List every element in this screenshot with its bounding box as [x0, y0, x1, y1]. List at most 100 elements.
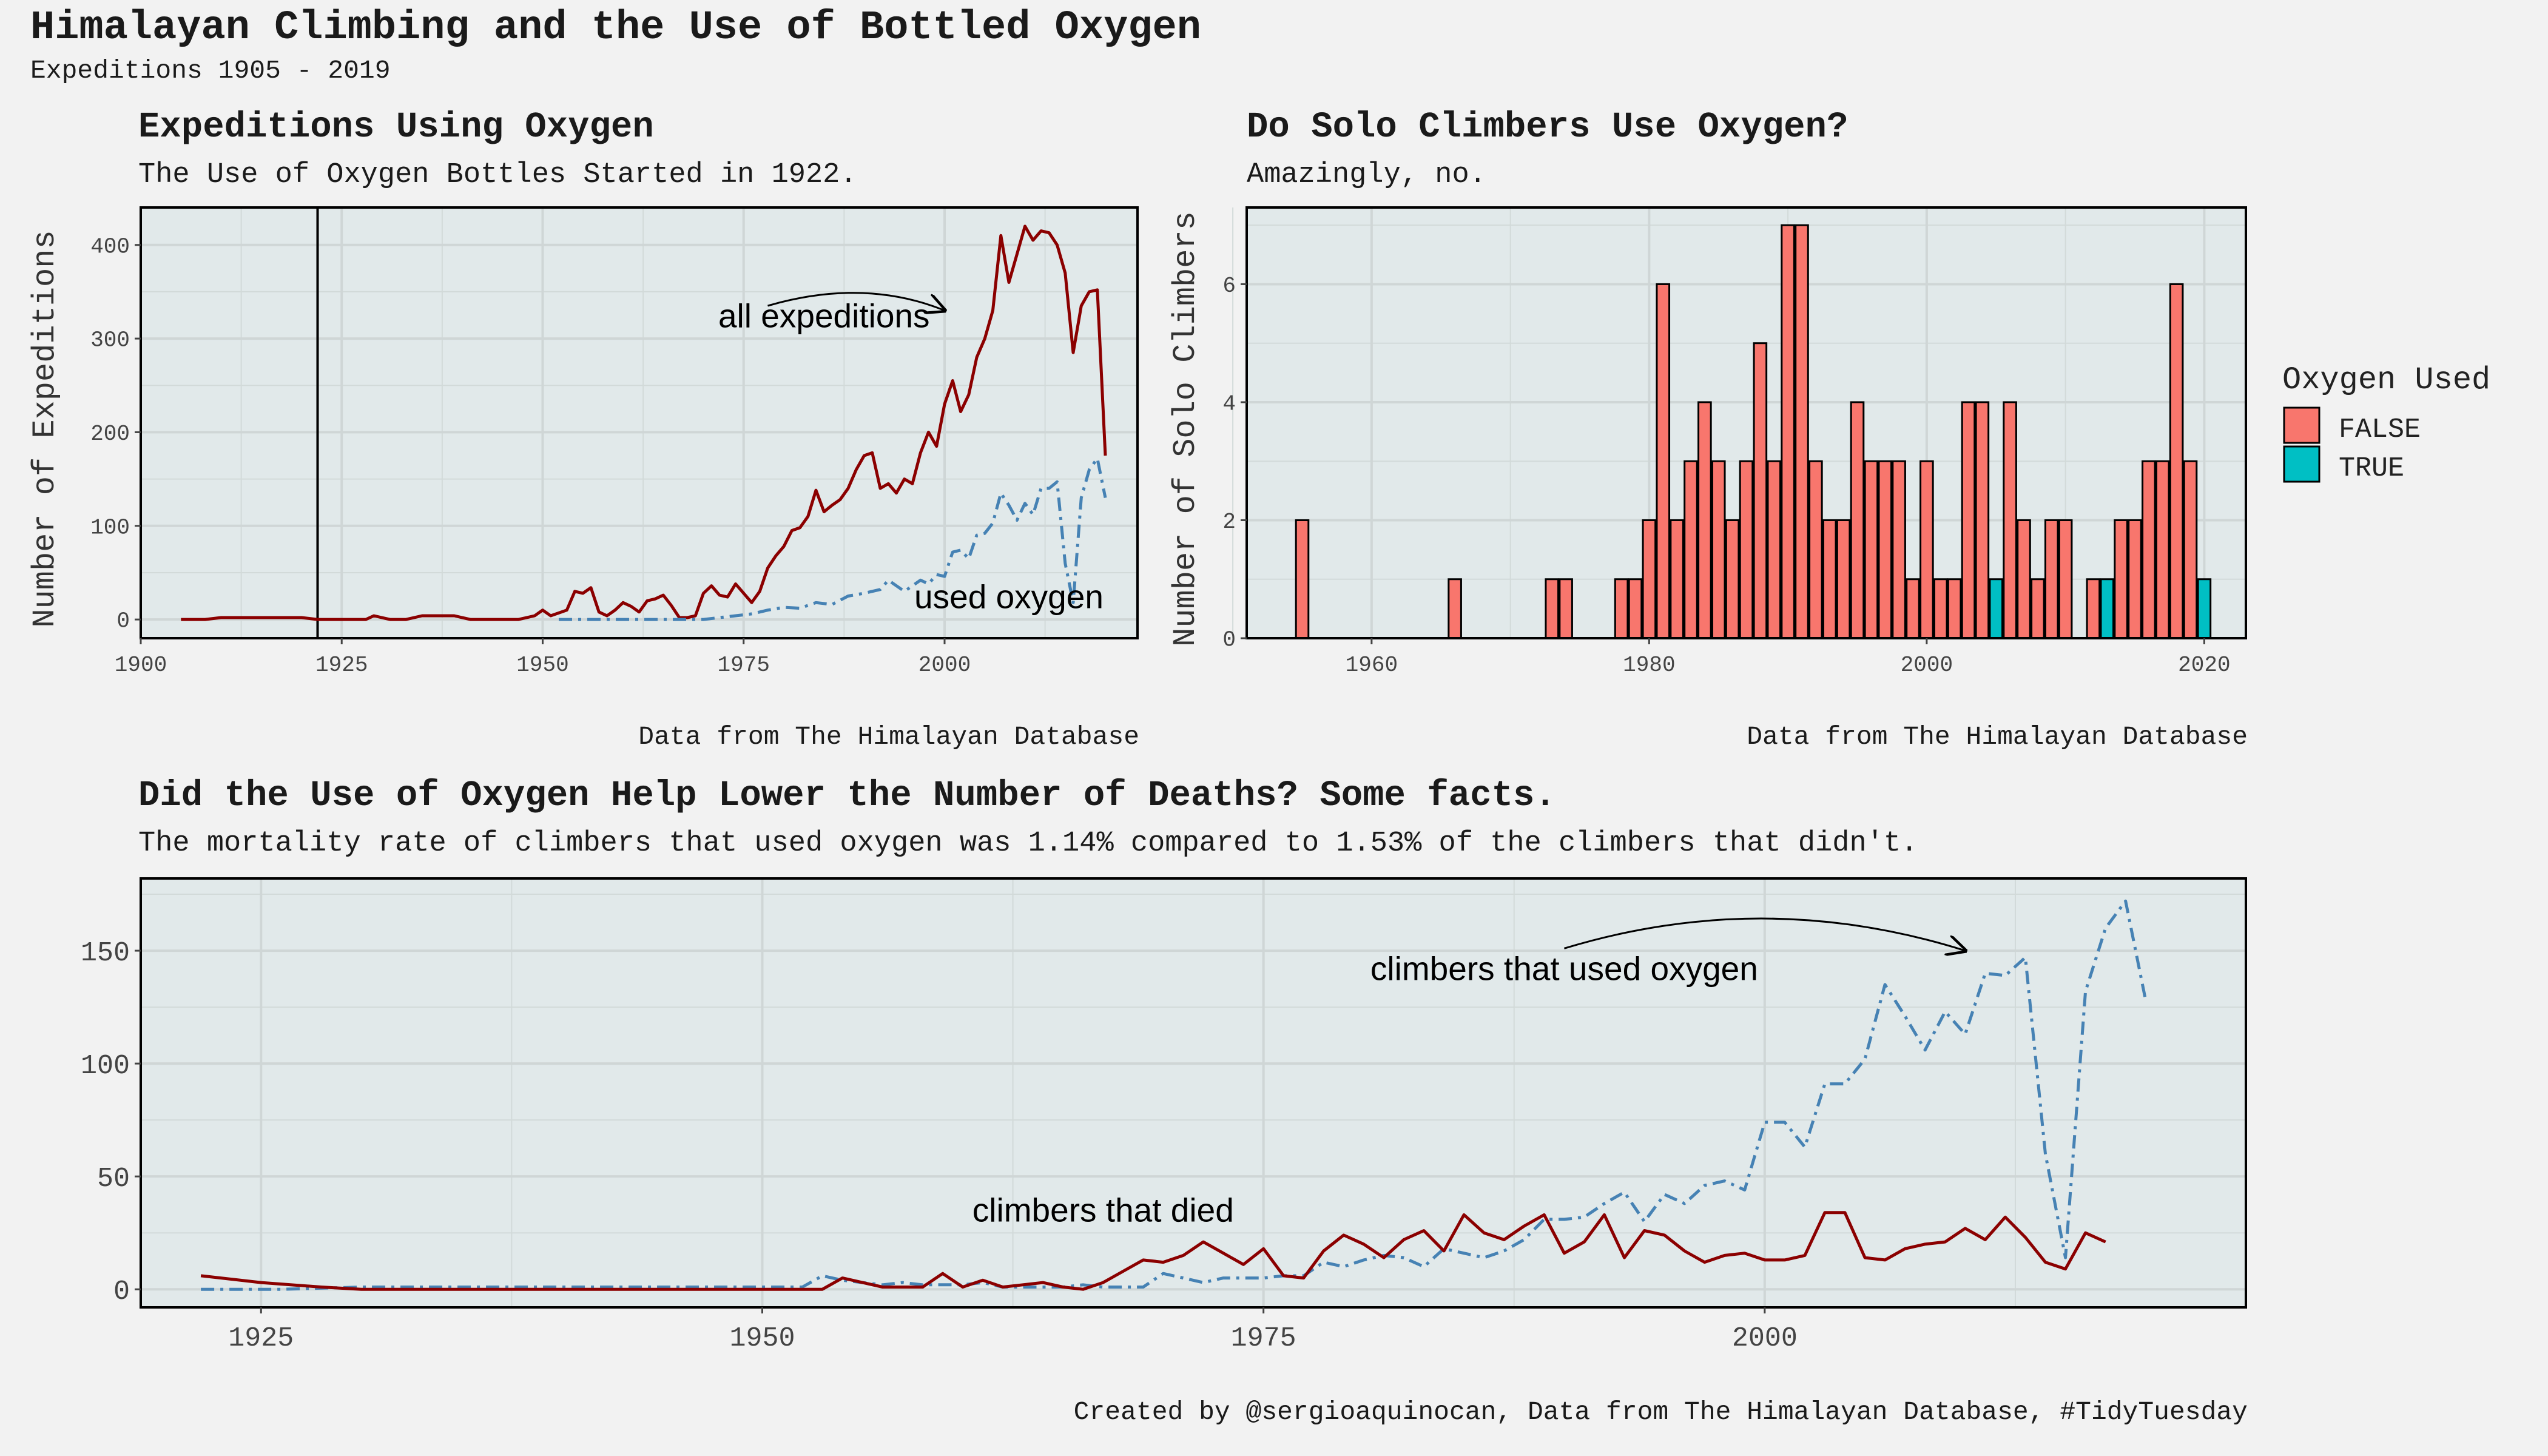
bar-false-1993 — [1822, 519, 1837, 639]
bar-true-2020 — [2197, 578, 2212, 639]
bar-false-1979 — [1628, 578, 1643, 639]
series-line-climbers-that-died — [200, 1211, 2106, 1291]
legend-label-false: FALSE — [2339, 414, 2421, 445]
expeditions-panel-border — [140, 206, 1139, 639]
bar-false-1973 — [1545, 578, 1560, 639]
expeditions-y-tick-label: 300 — [90, 328, 130, 353]
bar-false-1984 — [1697, 401, 1712, 639]
bar-false-2008 — [2031, 578, 2045, 639]
bar-false-1985 — [1711, 460, 1726, 639]
bar-false-1999 — [1906, 578, 1920, 639]
bar-false-2004 — [1975, 401, 1990, 639]
solo-x-tick-label: 1980 — [1623, 653, 1675, 678]
bar-false-1981 — [1656, 283, 1671, 639]
series-line-climbers-that-used-oxygen — [201, 899, 2148, 1291]
footer-caption: Created by @sergioaquinocan, Data from T… — [1073, 1397, 2248, 1427]
bar-false-1995 — [1850, 401, 1865, 639]
bar-false-1998 — [1892, 460, 1906, 639]
deaths-panel-border — [140, 877, 2247, 1309]
panel1-title: Expeditions Using Oxygen — [138, 107, 654, 147]
bar-false-1955 — [1295, 519, 1310, 639]
expeditions-y-axis-title: Number of Expeditions — [27, 230, 63, 627]
expeditions-y-tick-label: 400 — [90, 234, 130, 259]
annotation-climbers-used-oxygen: climbers that used oxygen — [1370, 949, 1758, 987]
deaths-x-tick-label: 1975 — [1231, 1323, 1296, 1354]
solo-panel-border — [1245, 206, 2247, 639]
annotation-used-oxygen: used oxygen — [914, 578, 1104, 616]
panel2-title: Do Solo Climbers Use Oxygen? — [1247, 107, 1849, 147]
expeditions-x-tick-label: 1925 — [315, 653, 368, 678]
panel1-caption: Data from The Himalayan Database — [638, 722, 1139, 752]
bar-false-2019 — [2183, 460, 2198, 639]
figure-subtitle: Expeditions 1905 - 2019 — [30, 56, 391, 86]
solo-x-tick-label: 2000 — [1901, 653, 1953, 678]
bar-false-2000 — [1919, 460, 1934, 639]
expeditions-x-tick-label: 1900 — [115, 653, 167, 678]
annotation-all-expeditions: all expeditions — [718, 297, 930, 335]
annotation-arrow-used-oxygen — [1563, 917, 1965, 951]
solo-x-tick-label: 2020 — [2178, 653, 2230, 678]
deaths-x-tick-label: 2000 — [1732, 1323, 1798, 1354]
expeditions-y-tick-label: 100 — [90, 515, 130, 540]
panel3-subtitle: The mortality rate of climbers that used… — [138, 827, 1918, 860]
bar-false-1978 — [1614, 578, 1629, 639]
legend-swatch-false — [2283, 406, 2320, 444]
bar-false-1991 — [1795, 224, 1809, 639]
panel2-subtitle: Amazingly, no. — [1247, 159, 1486, 191]
bar-false-2009 — [2044, 519, 2059, 639]
series-line-used-oxygen — [559, 457, 1107, 621]
bar-false-2015 — [2128, 519, 2142, 639]
bar-false-2001 — [1933, 578, 1948, 639]
bar-false-2012 — [2086, 578, 2101, 639]
bar-false-1997 — [1878, 460, 1893, 639]
bar-false-1982 — [1670, 519, 1684, 639]
bar-true-2013 — [2100, 578, 2115, 639]
bar-false-2006 — [2003, 401, 2017, 639]
bar-false-1966 — [1448, 578, 1462, 639]
expeditions-panel-bg — [141, 207, 1138, 638]
bar-false-1992 — [1808, 460, 1823, 639]
expeditions-x-tick-label: 1950 — [516, 653, 568, 678]
series-line-all-expeditions — [181, 224, 1107, 621]
bar-false-2002 — [1947, 578, 1962, 639]
expeditions-y-tick-label: 0 — [116, 609, 130, 634]
figure-title: Himalayan Climbing and the Use of Bottle… — [30, 5, 1201, 51]
bar-false-2007 — [2017, 519, 2031, 639]
solo-y-tick-label: 2 — [1222, 510, 1236, 534]
legend-swatch-true — [2283, 445, 2320, 483]
solo-y-axis-title: Number of Solo Climbers — [1168, 211, 1204, 647]
solo-x-tick-label: 1960 — [1346, 653, 1398, 678]
bar-false-1980 — [1642, 519, 1657, 639]
expeditions-y-tick-label: 200 — [90, 422, 130, 447]
panel1-subtitle: The Use of Oxygen Bottles Started in 192… — [138, 159, 857, 191]
annotation-climbers-died: climbers that died — [972, 1191, 1234, 1229]
bar-false-2018 — [2169, 283, 2184, 639]
legend-label-true: TRUE — [2339, 453, 2404, 484]
bar-false-1996 — [1864, 460, 1879, 639]
deaths-y-tick-label: 150 — [81, 938, 130, 969]
expeditions-x-tick-label: 2000 — [918, 653, 971, 678]
bar-false-1983 — [1684, 460, 1698, 639]
bar-false-1988 — [1753, 342, 1768, 639]
bar-false-2016 — [2142, 460, 2156, 639]
deaths-y-tick-label: 50 — [97, 1164, 130, 1195]
solo-y-tick-label: 6 — [1222, 274, 1236, 298]
bar-false-1974 — [1559, 578, 1573, 639]
deaths-y-tick-label: 0 — [113, 1276, 130, 1307]
bar-false-2017 — [2155, 460, 2170, 639]
deaths-x-tick-label: 1950 — [729, 1323, 795, 1354]
deaths-y-tick-label: 100 — [81, 1051, 130, 1082]
bar-false-1989 — [1767, 460, 1782, 639]
deaths-x-tick-label: 1925 — [228, 1323, 294, 1354]
bar-false-2010 — [2058, 519, 2073, 639]
bar-false-1987 — [1739, 460, 1754, 639]
bar-false-1994 — [1836, 519, 1851, 639]
bar-false-1990 — [1781, 224, 1795, 639]
solo-y-tick-label: 0 — [1222, 628, 1236, 653]
solo-y-tick-label: 4 — [1222, 392, 1236, 417]
annotation-arrow-all-expeditions — [767, 292, 945, 311]
panel3-title: Did the Use of Oxygen Help Lower the Num… — [138, 775, 1556, 816]
panel2-caption: Data from The Himalayan Database — [1747, 722, 2248, 752]
